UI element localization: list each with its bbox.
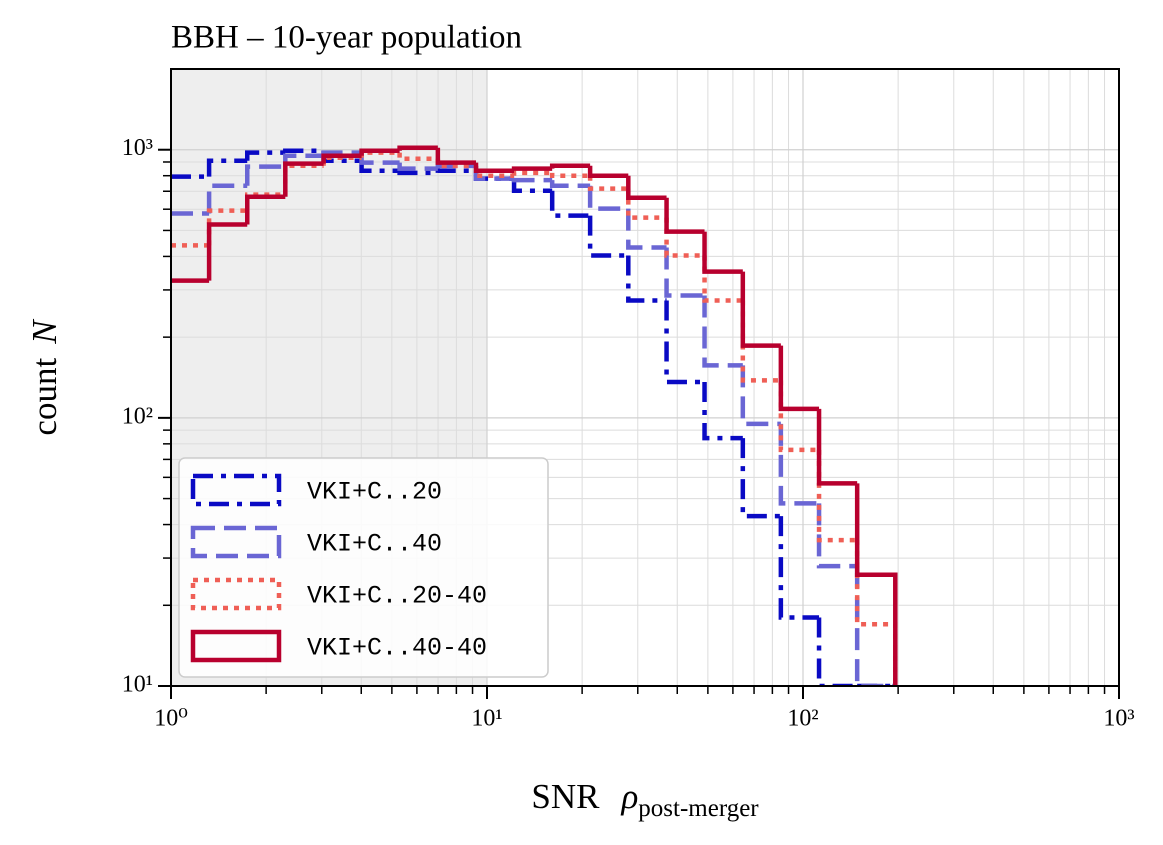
- histogram-step: [206, 158, 248, 177]
- legend-label: VKI+C..20-40: [307, 582, 487, 611]
- histogram-step: [778, 423, 820, 506]
- x-label-text: SNR: [531, 777, 600, 816]
- histogram-step: [359, 150, 400, 158]
- histogram-step: [283, 161, 324, 197]
- histogram-step: [626, 255, 667, 303]
- legend-handle: [190, 473, 282, 507]
- histogram-step: [245, 164, 286, 186]
- x-label-subscript: post-merger: [638, 795, 759, 822]
- x-tick-label: 10¹: [471, 706, 502, 732]
- histogram-step: [626, 208, 667, 250]
- histogram-step: [245, 150, 286, 161]
- histogram-step: [854, 483, 898, 686]
- histogram-step: [206, 222, 248, 281]
- histogram-step: [854, 566, 896, 686]
- histogram-step: [511, 166, 553, 171]
- histogram-step: [245, 194, 286, 225]
- legend-handle: [190, 525, 282, 559]
- histogram-step: [702, 295, 743, 368]
- histogram-step: [778, 516, 820, 620]
- histogram-step: [549, 180, 591, 188]
- histogram-step: [359, 148, 400, 156]
- histogram-step: [816, 503, 858, 569]
- histogram-layer: [171, 145, 898, 686]
- histogram-step: [283, 148, 324, 154]
- x-axis-label: SNR ρpost-merger: [531, 777, 759, 822]
- histogram-step: [778, 345, 820, 412]
- histogram-step: [587, 185, 629, 211]
- legend-handle: [190, 577, 282, 611]
- histogram-step: [321, 153, 362, 164]
- histogram-step: [473, 162, 515, 173]
- legend-label: VKI+C..40-40: [307, 634, 487, 663]
- histogram-step: [549, 172, 591, 178]
- y-tick-label: 10²: [122, 403, 153, 429]
- y-label-symbol: N: [25, 319, 64, 345]
- legend-label: VKI+C..20: [307, 478, 442, 507]
- histogram-step: [702, 231, 743, 274]
- histogram-step: [816, 408, 858, 486]
- histogram-step: [740, 271, 781, 348]
- histogram-step: [511, 178, 553, 194]
- histogram-step: [435, 147, 477, 165]
- histogram-step: [587, 165, 629, 178]
- histogram-step: [435, 168, 477, 173]
- legend-label: VKI+C..40: [307, 530, 442, 559]
- histogram-step: [587, 215, 629, 258]
- histogram-step: [397, 152, 438, 162]
- x-tick-label: 10⁰: [154, 706, 188, 732]
- histogram-step: [511, 177, 553, 183]
- histogram-step: [854, 540, 898, 686]
- y-axis-label: count N: [25, 319, 64, 436]
- histogram-step: [549, 163, 591, 169]
- histogram-step: [816, 449, 858, 543]
- histogram-step: [702, 382, 743, 441]
- histogram-step: [664, 197, 705, 234]
- histogram-step: [435, 163, 477, 169]
- histogram-step: [511, 170, 553, 176]
- histogram-step: [206, 183, 248, 214]
- legend: VKI+C..20 VKI+C..40 VKI+C..20-40 VKI+C..40-…: [178, 457, 549, 678]
- x-tick-label: 10²: [787, 706, 818, 732]
- legend-handle: [190, 629, 282, 663]
- histogram-step: [740, 365, 781, 427]
- chart-title: BBH – 10-year population: [171, 20, 522, 56]
- histogram-step: [587, 175, 629, 191]
- y-tick-label: 10³: [122, 135, 153, 161]
- histogram-step: [397, 162, 438, 171]
- x-tick-label: 10³: [1103, 706, 1134, 732]
- x-label-symbol: ρ: [620, 777, 638, 816]
- histogram-step: [397, 170, 438, 176]
- histogram-step: [397, 145, 438, 151]
- plot-frame: [170, 68, 1120, 687]
- legend-box: [178, 457, 549, 678]
- y-tick-label: 10¹: [122, 672, 153, 698]
- histogram-step: [549, 190, 591, 218]
- histogram-step: [626, 175, 667, 201]
- y-label-text: count: [25, 358, 64, 436]
- histogram-step: [664, 247, 705, 298]
